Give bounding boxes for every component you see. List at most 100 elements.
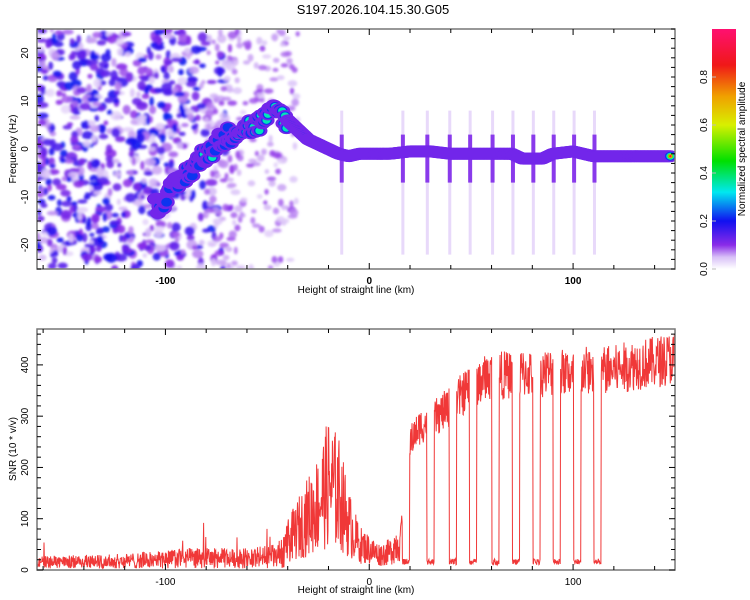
noise-blob bbox=[85, 220, 92, 228]
spectrogram-x-ticks: -100 0 100 bbox=[42, 29, 656, 287]
noise-blob bbox=[174, 237, 180, 243]
snr-y-label: SNR (10 * v/v) bbox=[8, 417, 19, 481]
noise-blob bbox=[214, 43, 220, 52]
noise-blob bbox=[151, 36, 163, 43]
noise-blob bbox=[226, 182, 237, 188]
noise-blob bbox=[91, 213, 100, 224]
noise-blob bbox=[77, 199, 88, 204]
noise-blob bbox=[122, 104, 131, 115]
noise-blob bbox=[141, 93, 150, 99]
noise-blob bbox=[266, 176, 277, 182]
streak bbox=[572, 134, 577, 183]
noise-blob bbox=[253, 96, 260, 102]
noise-blob bbox=[214, 250, 225, 257]
noise-blob bbox=[78, 158, 85, 166]
noise-blob bbox=[206, 50, 211, 56]
colorbar-tick-label: 0.6 bbox=[699, 118, 710, 132]
noise-blob bbox=[141, 178, 147, 184]
noise-blob bbox=[142, 219, 149, 226]
noise-blob bbox=[107, 109, 113, 116]
noise-blob bbox=[142, 253, 148, 258]
noise-blob bbox=[114, 81, 122, 91]
noise-blob bbox=[153, 71, 159, 79]
noise-blob bbox=[186, 35, 192, 46]
noise-blob bbox=[127, 170, 134, 176]
noise-blob bbox=[37, 240, 41, 250]
noise-blob bbox=[235, 150, 241, 159]
noise-blob bbox=[137, 80, 146, 91]
noise-blob bbox=[121, 211, 126, 218]
noise-blob bbox=[247, 54, 254, 62]
noise-blob bbox=[210, 170, 216, 178]
noise-blob bbox=[54, 30, 63, 35]
noise-blob bbox=[236, 169, 242, 176]
noise-blob bbox=[61, 92, 67, 97]
noise-blob bbox=[214, 173, 222, 179]
noise-blob bbox=[199, 180, 206, 190]
x-tick-label: 100 bbox=[565, 577, 582, 588]
noise-blob bbox=[90, 125, 100, 133]
noise-blob bbox=[113, 171, 122, 178]
noise-blob bbox=[246, 163, 255, 168]
noise-blob bbox=[292, 142, 298, 150]
noise-blob bbox=[282, 218, 290, 224]
noise-blob bbox=[43, 187, 48, 196]
noise-blob bbox=[180, 194, 186, 201]
noise-blob bbox=[154, 226, 165, 232]
noise-blob bbox=[126, 137, 137, 142]
noise-blob bbox=[45, 38, 53, 48]
noise-blob bbox=[61, 200, 73, 207]
noise-blob bbox=[76, 165, 85, 176]
noise-blob bbox=[92, 31, 102, 39]
noise-blob bbox=[202, 228, 211, 233]
y-tick-label: 300 bbox=[20, 407, 31, 424]
noise-blob bbox=[89, 63, 99, 71]
noise-blob bbox=[102, 212, 108, 222]
noise-blob bbox=[115, 63, 128, 70]
noise-blob bbox=[147, 146, 156, 152]
noise-blob bbox=[165, 50, 171, 59]
noise-blob bbox=[210, 258, 217, 267]
noise-blob bbox=[115, 136, 126, 143]
noise-blob bbox=[171, 222, 181, 232]
noise-blob bbox=[230, 189, 241, 196]
noise-blob bbox=[227, 100, 238, 106]
noise-blob bbox=[116, 225, 126, 234]
spectrogram-y-label: Frequency (Hz) bbox=[8, 115, 19, 184]
noise-blob bbox=[115, 253, 128, 262]
noise-blob bbox=[45, 178, 52, 186]
noise-blob bbox=[191, 91, 200, 101]
noise-blob bbox=[77, 206, 89, 213]
noise-blob bbox=[127, 130, 136, 140]
noise-blob bbox=[70, 201, 78, 206]
noise-blob bbox=[39, 60, 46, 67]
noise-blob bbox=[178, 131, 186, 137]
noise-blob bbox=[217, 67, 223, 77]
noise-blob bbox=[68, 233, 74, 242]
noise-blob bbox=[124, 51, 132, 57]
noise-blob bbox=[282, 36, 291, 41]
noise-blob bbox=[60, 104, 71, 114]
noise-blob bbox=[98, 124, 106, 134]
y-tick-label: 100 bbox=[20, 510, 31, 527]
noise-blob bbox=[258, 225, 265, 233]
x-tick-label: 100 bbox=[565, 276, 582, 287]
noise-blob bbox=[37, 208, 42, 216]
noise-blob bbox=[264, 169, 270, 175]
noise-blob bbox=[68, 71, 78, 81]
noise-blob bbox=[60, 209, 72, 220]
noise-blob bbox=[242, 100, 249, 106]
noise-blob bbox=[154, 229, 163, 238]
y-tick-label: 400 bbox=[20, 356, 31, 373]
noise-blob bbox=[194, 58, 200, 65]
noise-blob bbox=[45, 157, 50, 166]
noise-blob bbox=[37, 38, 47, 43]
noise-blob bbox=[242, 60, 251, 65]
noise-blob bbox=[61, 176, 67, 182]
noise-blob bbox=[108, 79, 116, 87]
noise-blob bbox=[130, 263, 140, 269]
noise-blob bbox=[227, 31, 238, 39]
ridge-cell bbox=[669, 155, 672, 158]
noise-blob bbox=[234, 77, 240, 84]
ridge-cell bbox=[161, 197, 173, 207]
